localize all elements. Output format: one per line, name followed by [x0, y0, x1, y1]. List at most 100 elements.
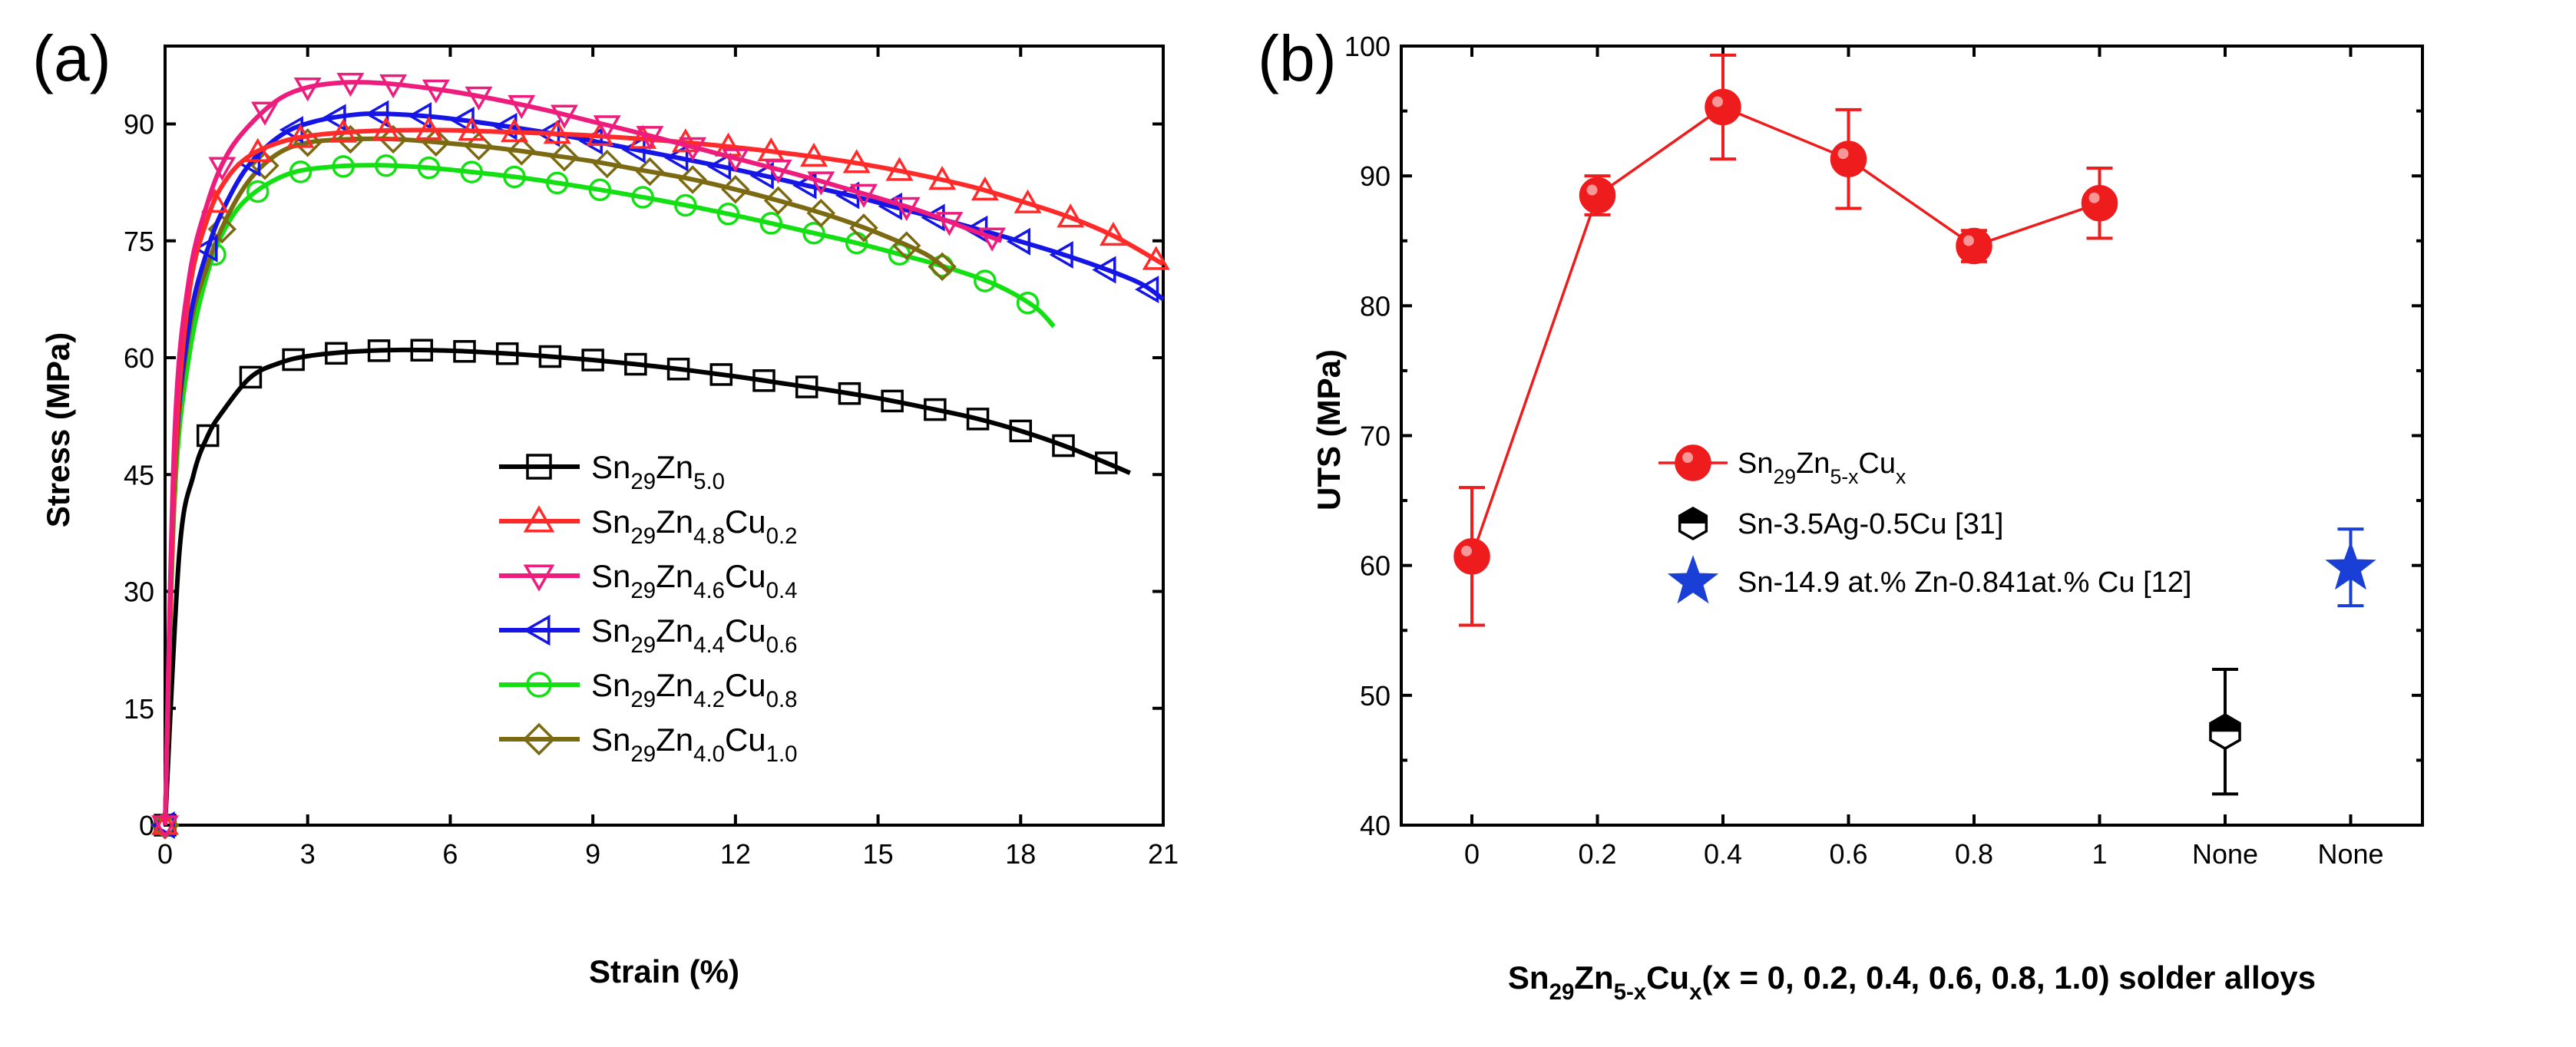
series-Sn-14.9 at.% Zn-0.841at.% Cu [12] [2325, 527, 2376, 608]
legend-label-part: 29 [630, 741, 656, 767]
data-marker [1049, 241, 1073, 269]
data-marker [1094, 451, 1118, 474]
x-tick-label: 6 [442, 838, 458, 870]
panel-b-xlabel-part: 5-x [1614, 979, 1647, 1005]
data-marker [928, 252, 957, 282]
legend-label-part: Cu [725, 558, 766, 594]
data-marker [207, 214, 237, 244]
legend-label: Sn29Zn4.8Cu0.2 [591, 504, 798, 549]
legend-label-part: Sn-3.5Ag-0.5Cu [31] [1738, 508, 2003, 540]
panel-b-legend: Sn29Zn5-xCux Sn-3.5Ag-0.5Cu [31] Sn-14.9 a… [1658, 444, 2191, 604]
panel-b-xlabel-part: 29 [1549, 979, 1575, 1005]
legend-label-part: 4.0 [693, 741, 725, 767]
data-marker [336, 72, 365, 97]
legend-label-part: Sn [591, 722, 630, 758]
data-marker [721, 148, 749, 173]
data-marker [674, 193, 697, 217]
data-marker [807, 171, 835, 196]
data-marker [1009, 419, 1033, 443]
legend-label-part: Sn [591, 504, 630, 540]
data-marker [151, 815, 179, 840]
y-tick-label: 15 [124, 693, 154, 725]
data-marker [671, 128, 699, 153]
series-Sn29Zn5.0 [154, 339, 1131, 837]
y-tick-label: 90 [1360, 160, 1391, 192]
legend-label-part: Sn [591, 558, 630, 594]
legend-label-part: 0.4 [766, 578, 798, 603]
legend-label-part: Sn [591, 613, 630, 649]
data-point-fill [2211, 715, 2240, 732]
data-marker [196, 424, 220, 448]
data-marker [1014, 189, 1042, 213]
data-marker [208, 157, 236, 181]
series-line [163, 136, 951, 826]
series-line [163, 347, 1131, 826]
data-marker [464, 131, 494, 161]
x-tick-label: 9 [585, 838, 600, 870]
legend-label-part: Zn [656, 558, 693, 594]
legend-label-part: 29 [630, 632, 656, 658]
legend-label-part: Cu [725, 667, 766, 703]
y-tick-label: 75 [124, 226, 154, 257]
data-marker [974, 269, 997, 292]
data-marker [1134, 276, 1159, 304]
data-marker [325, 342, 348, 365]
data-marker [1100, 221, 1127, 246]
x-tick-label: 12 [720, 838, 751, 870]
data-marker [759, 212, 783, 235]
x-tick-label: None [2317, 838, 2383, 870]
data-point [1453, 538, 1490, 575]
x-tick-label: 0 [1464, 838, 1480, 870]
data-point [2325, 541, 2376, 590]
data-marker [372, 116, 400, 141]
data-marker [151, 811, 179, 835]
data-marker [892, 197, 921, 221]
panel-a-ylabel: Stress (MPa) [40, 332, 76, 527]
data-marker [550, 143, 579, 172]
data-marker [636, 126, 664, 150]
data-marker [543, 119, 571, 144]
legend-label-part: Sn [1738, 448, 1773, 480]
x-tick-label: 18 [1005, 838, 1036, 870]
legend-label-part: 0.6 [766, 632, 798, 658]
legend-label-part: Sn-14.9 at.% Zn-0.841at.% Cu [12] [1738, 566, 2191, 599]
data-marker [501, 117, 528, 143]
series-line [163, 127, 1165, 826]
y-tick-label: 60 [1360, 550, 1391, 582]
legend-marker [1667, 555, 1719, 604]
legend-label-part: Cu [1858, 448, 1896, 480]
data-marker [802, 221, 825, 245]
data-point [1705, 88, 1741, 126]
panel-b-ylabel: UTS (MPa) [1311, 349, 1347, 510]
data-point [1956, 227, 1992, 265]
legend-label-part: Zn [656, 613, 693, 649]
data-marker [800, 142, 828, 167]
legend-label-part: 29 [630, 524, 656, 549]
legend-label: Sn29Zn4.6Cu0.4 [591, 558, 798, 603]
panel-a-xlabel: Strain (%) [589, 953, 739, 989]
data-marker [885, 157, 914, 181]
series-Sn29Zn5-xCux [1453, 53, 2118, 627]
legend-label-part: 0.8 [766, 687, 798, 712]
data-marker [849, 213, 878, 243]
x-tick-label: 0.4 [1704, 838, 1742, 870]
data-marker [1016, 291, 1040, 315]
data-marker [1057, 203, 1085, 228]
data-marker [293, 77, 322, 102]
y-tick-label: 50 [1360, 680, 1391, 712]
data-marker [891, 231, 921, 260]
data-marker [593, 115, 621, 140]
series-Sn29Zn4.0Cu1.0 [150, 124, 957, 840]
data-marker [407, 102, 432, 130]
data-marker [749, 161, 774, 190]
legend-label-part: 4.2 [693, 687, 725, 712]
data-marker [1052, 434, 1075, 457]
legend-label-part: 1.0 [766, 741, 798, 767]
legend-label-part: Zn [1796, 448, 1830, 480]
panel-b-xlabel-part: x [1689, 979, 1702, 1005]
legend-marker [523, 614, 551, 646]
legend-label: Sn29Zn4.4Cu0.6 [591, 613, 798, 658]
legend-label-part: 4.6 [693, 578, 725, 603]
data-marker [588, 178, 612, 202]
data-marker [453, 340, 476, 363]
